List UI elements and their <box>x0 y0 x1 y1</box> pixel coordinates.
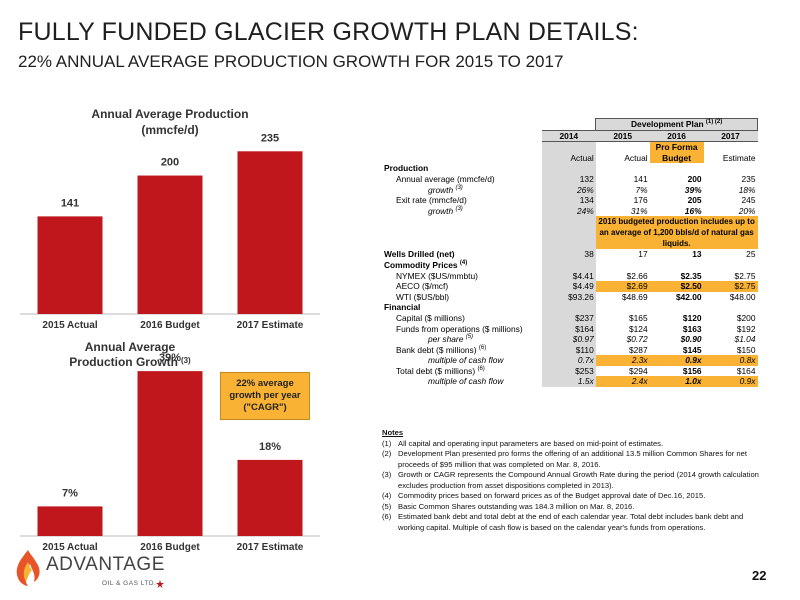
table-row: WTI ($US/bbl) $93.26 $48.69 $42.00 $48.0… <box>396 291 756 303</box>
bar-value-label: 141 <box>61 197 79 209</box>
notes-title: Notes <box>382 428 404 437</box>
cagr-line1: 22% average <box>236 378 294 389</box>
production-chart-svg: Annual Average Production (mmcfe/d) 141 201… <box>20 107 320 331</box>
logo-subtext: OIL & GAS LTD. <box>102 580 157 587</box>
table-row: Capital ($ millions) $237 $165 $120 $200 <box>396 312 756 324</box>
bar <box>137 175 203 314</box>
category-label: 2017 Estimate <box>237 320 304 331</box>
section-commodity: Commodity Prices (4) <box>384 259 468 270</box>
bar <box>137 371 203 536</box>
section-financial: Financial <box>384 302 421 313</box>
subhead-2014: Actual <box>541 152 596 164</box>
chart-title: Annual Average <box>85 340 176 354</box>
note-item: (5) Basic Common Shares outstanding was 1… <box>382 501 635 511</box>
maple-leaf-icon <box>156 580 164 588</box>
notes-section: Notes (1) All capital and operating input… <box>382 428 762 533</box>
table-row: Exit rate (mmcfe/d) 134 176 205 245 <box>396 195 756 206</box>
pro-forma-label: Pro Forma <box>649 141 704 153</box>
category-label: 2017 Estimate <box>237 542 304 553</box>
cagr-line3: ("CAGR") <box>243 402 287 413</box>
production-chart: Annual Average Production (mmcfe/d) 141 201… <box>20 104 320 344</box>
bar <box>37 506 103 536</box>
bar <box>237 151 303 314</box>
bar-value-label: 200 <box>161 157 179 169</box>
table-row: NYMEX ($US/mmbtu) $4.41 $2.66 $2.35 $2.7… <box>396 270 756 282</box>
cagr-line2: growth per year <box>229 390 301 401</box>
development-plan-header: Development Plan (1) (2) <box>595 118 758 131</box>
table-row: multiple of cash flow 1.5x 2.4x 1.0x 0.9… <box>428 376 758 388</box>
bar <box>37 216 103 314</box>
page-number: 22 <box>752 568 767 583</box>
logo-text: ADVANTAGE <box>46 554 165 575</box>
category-label: 2016 Budget <box>140 542 200 553</box>
table-row: growth (3) 26% 7% 39% 18% <box>428 184 756 196</box>
bar <box>237 459 303 536</box>
table-row: Annual average (mmcfe/d) 132 141 200 235 <box>396 173 756 185</box>
budget-note: 2016 budgeted production includes up to … <box>595 216 758 250</box>
bar-value-label: 18% <box>259 441 281 453</box>
subhead-2016: Budget <box>649 152 704 164</box>
growth-chart: Annual Average Production Growth (3) 7% 2015… <box>20 340 320 565</box>
category-label: 2015 Actual <box>42 320 97 331</box>
chart-title-line2: Production Growth (3) <box>69 355 191 369</box>
note-item: (3) Growth or CAGR represents the Compoun… <box>382 470 759 490</box>
year-2016: 2016 <box>649 129 704 143</box>
cagr-callout: 22% average growth per year ("CAGR") <box>220 372 310 420</box>
subhead-2015: Actual <box>624 152 648 163</box>
table-row: Funds from operations ($ millions) $164 … <box>396 323 756 335</box>
bar-value-label: 39% <box>159 352 181 364</box>
page-subtitle: 22% ANNUAL AVERAGE PRODUCTION GROWTH FOR… <box>18 52 564 71</box>
category-label: 2015 Actual <box>42 542 97 553</box>
note-item: (2) Development Plan presented pro forms … <box>382 449 747 469</box>
page-title: FULLY FUNDED GLACIER GROWTH PLAN DETAILS… <box>18 18 639 46</box>
note-item: (6) Estimated bank debt and total debt at… <box>382 512 744 532</box>
note-item: (1) All capital and operating input param… <box>382 438 664 448</box>
table-row: AECO ($/mcf) $4.49 $2.69 $2.50 $2.75 <box>396 281 758 292</box>
category-label: 2016 Budget <box>140 320 200 331</box>
table-row: multiple of cash flow 0.7x 2.3x 0.9x 0.8… <box>428 355 758 366</box>
bar-value-label: 235 <box>261 132 279 144</box>
note-item: (4) Commodity prices based on forward pri… <box>382 491 706 500</box>
year-2017: 2017 <box>703 129 758 143</box>
table-row: Bank debt ($ millions) (6) $110 $287 $14… <box>396 344 756 356</box>
table-row: Total debt ($ millions) (6) $253 $294 $1… <box>396 365 756 377</box>
development-plan-table: Development Plan (1) (2) 2014 2015 2016 … <box>382 118 758 388</box>
section-production: Production <box>384 163 429 174</box>
table-row: per share (5) $0.97 $0.72 $0.90 $1.04 <box>428 334 756 345</box>
subhead-2017: Estimate <box>722 152 756 163</box>
table-row: Wells Drilled (net) 38 17 13 25 <box>384 249 756 260</box>
chart-title-line2: (mmcfe/d) <box>141 123 198 137</box>
company-logo: ADVANTAGE OIL & GAS LTD. <box>10 548 170 592</box>
table-row: growth (3) 24% 31% 16% 20% <box>428 205 756 217</box>
bar-value-label: 7% <box>62 487 78 499</box>
year-2015: 2015 <box>595 129 650 143</box>
chart-title: Annual Average Production <box>91 107 248 121</box>
year-2014: 2014 <box>541 129 596 143</box>
flame-logo-icon <box>16 550 40 586</box>
